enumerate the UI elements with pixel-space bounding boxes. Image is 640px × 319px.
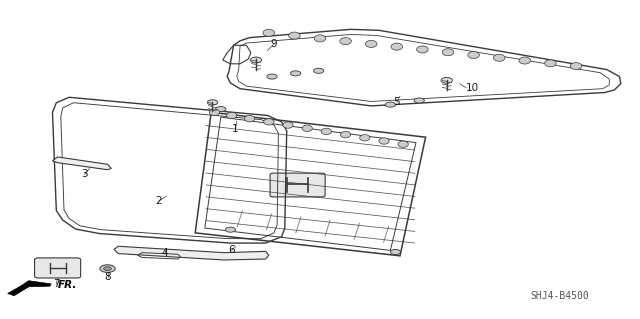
Text: 2: 2 xyxy=(156,196,162,206)
Ellipse shape xyxy=(468,51,479,58)
Ellipse shape xyxy=(227,112,237,119)
Ellipse shape xyxy=(302,125,312,131)
Ellipse shape xyxy=(360,135,370,141)
Text: 8: 8 xyxy=(104,272,111,282)
Text: SHJ4-B4500: SHJ4-B4500 xyxy=(531,291,589,301)
Circle shape xyxy=(267,74,277,79)
Text: 5: 5 xyxy=(394,97,400,107)
Circle shape xyxy=(390,249,401,255)
Circle shape xyxy=(104,267,111,271)
Polygon shape xyxy=(209,100,216,104)
Circle shape xyxy=(250,57,262,63)
Ellipse shape xyxy=(417,46,428,53)
Circle shape xyxy=(441,78,452,83)
Text: 9: 9 xyxy=(271,39,277,49)
Circle shape xyxy=(414,98,424,103)
Text: 10: 10 xyxy=(466,83,479,93)
Ellipse shape xyxy=(493,54,505,61)
Circle shape xyxy=(216,107,226,112)
Ellipse shape xyxy=(365,41,377,48)
Ellipse shape xyxy=(545,60,556,67)
Polygon shape xyxy=(114,246,269,260)
Ellipse shape xyxy=(283,122,293,128)
Text: 4: 4 xyxy=(162,248,168,258)
Ellipse shape xyxy=(340,131,351,138)
Ellipse shape xyxy=(321,128,332,135)
Circle shape xyxy=(225,227,236,232)
Ellipse shape xyxy=(379,138,389,144)
Circle shape xyxy=(100,265,115,272)
Polygon shape xyxy=(52,157,111,170)
Text: 7: 7 xyxy=(53,279,60,289)
Circle shape xyxy=(385,102,396,107)
Circle shape xyxy=(314,68,324,73)
Polygon shape xyxy=(252,57,260,62)
Polygon shape xyxy=(8,281,51,296)
Text: 3: 3 xyxy=(81,169,88,180)
Ellipse shape xyxy=(570,63,582,70)
Ellipse shape xyxy=(314,35,326,42)
FancyBboxPatch shape xyxy=(35,258,81,278)
Ellipse shape xyxy=(264,119,274,125)
Text: FR.: FR. xyxy=(58,279,77,290)
Polygon shape xyxy=(443,78,451,82)
FancyBboxPatch shape xyxy=(270,173,325,197)
Circle shape xyxy=(207,100,218,105)
Circle shape xyxy=(291,71,301,76)
Ellipse shape xyxy=(442,49,454,56)
Ellipse shape xyxy=(391,43,403,50)
Ellipse shape xyxy=(289,32,300,39)
Ellipse shape xyxy=(519,57,531,64)
Ellipse shape xyxy=(398,141,408,147)
Text: 6: 6 xyxy=(228,245,235,256)
Ellipse shape xyxy=(209,109,220,115)
Ellipse shape xyxy=(340,38,351,45)
Ellipse shape xyxy=(244,115,255,122)
Text: 1: 1 xyxy=(232,124,239,134)
Ellipse shape xyxy=(263,29,275,36)
